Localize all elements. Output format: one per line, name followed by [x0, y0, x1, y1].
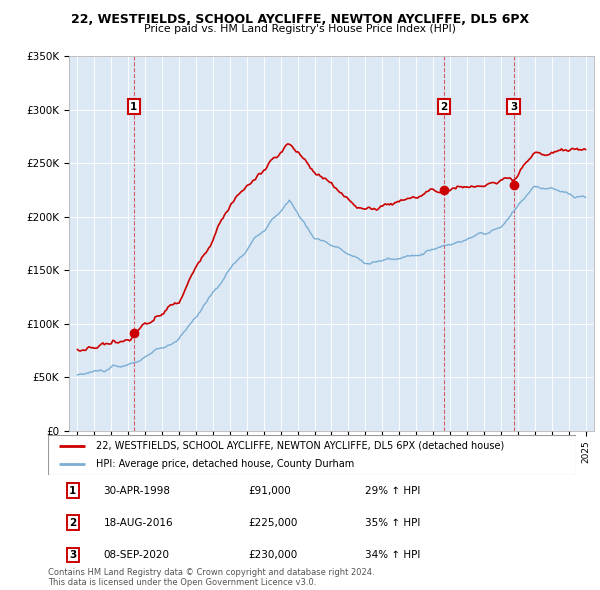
Text: £230,000: £230,000: [248, 550, 298, 560]
Text: 18-AUG-2016: 18-AUG-2016: [103, 517, 173, 527]
Text: Price paid vs. HM Land Registry's House Price Index (HPI): Price paid vs. HM Land Registry's House …: [144, 24, 456, 34]
Text: 1: 1: [130, 101, 137, 112]
Text: £91,000: £91,000: [248, 486, 292, 496]
Text: 1: 1: [69, 486, 76, 496]
Text: 22, WESTFIELDS, SCHOOL AYCLIFFE, NEWTON AYCLIFFE, DL5 6PX: 22, WESTFIELDS, SCHOOL AYCLIFFE, NEWTON …: [71, 13, 529, 26]
Text: 2: 2: [69, 517, 76, 527]
Text: £225,000: £225,000: [248, 517, 298, 527]
Text: 2: 2: [440, 101, 448, 112]
Text: HPI: Average price, detached house, County Durham: HPI: Average price, detached house, Coun…: [95, 459, 354, 469]
Text: 3: 3: [69, 550, 76, 560]
Text: 08-SEP-2020: 08-SEP-2020: [103, 550, 169, 560]
Text: 29% ↑ HPI: 29% ↑ HPI: [365, 486, 420, 496]
Text: 3: 3: [510, 101, 517, 112]
Text: 30-APR-1998: 30-APR-1998: [103, 486, 170, 496]
Text: Contains HM Land Registry data © Crown copyright and database right 2024.
This d: Contains HM Land Registry data © Crown c…: [48, 568, 374, 587]
Text: 34% ↑ HPI: 34% ↑ HPI: [365, 550, 420, 560]
Text: 22, WESTFIELDS, SCHOOL AYCLIFFE, NEWTON AYCLIFFE, DL5 6PX (detached house): 22, WESTFIELDS, SCHOOL AYCLIFFE, NEWTON …: [95, 441, 504, 451]
Text: 35% ↑ HPI: 35% ↑ HPI: [365, 517, 420, 527]
